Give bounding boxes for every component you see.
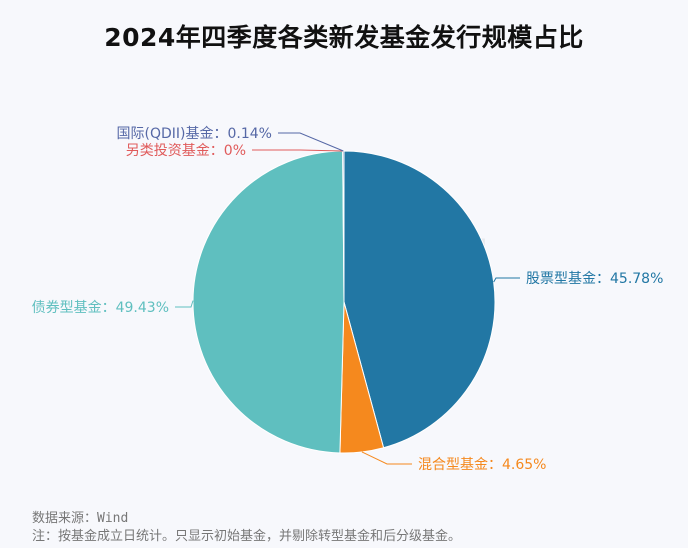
leader-line-3 bbox=[252, 149, 343, 152]
leader-line-4 bbox=[278, 132, 344, 152]
slice-label-1: 混合型基金：4.65% bbox=[418, 456, 546, 473]
data-source: 数据来源：Wind bbox=[32, 511, 129, 526]
leader-line-0 bbox=[493, 277, 520, 283]
slice-label-2: 债券型基金：49.43% bbox=[32, 299, 169, 316]
footnote: 注：按基金成立日统计。只显示初始基金，并剔除转型基金和后分级基金。 bbox=[32, 529, 462, 544]
slice-label-4: 国际(QDII)基金：0.14% bbox=[117, 125, 272, 142]
leader-line-2 bbox=[175, 300, 194, 308]
slice-label-3: 另类投资基金：0% bbox=[126, 142, 246, 159]
slice-label-0: 股票型基金：45.78% bbox=[526, 270, 663, 287]
pie-slice-0[interactable] bbox=[343, 150, 496, 449]
leader-line-1 bbox=[361, 451, 412, 465]
chart-title: 2024年四季度各类新发基金发行规模占比 bbox=[104, 23, 584, 52]
pie-slice-2[interactable] bbox=[192, 150, 345, 454]
